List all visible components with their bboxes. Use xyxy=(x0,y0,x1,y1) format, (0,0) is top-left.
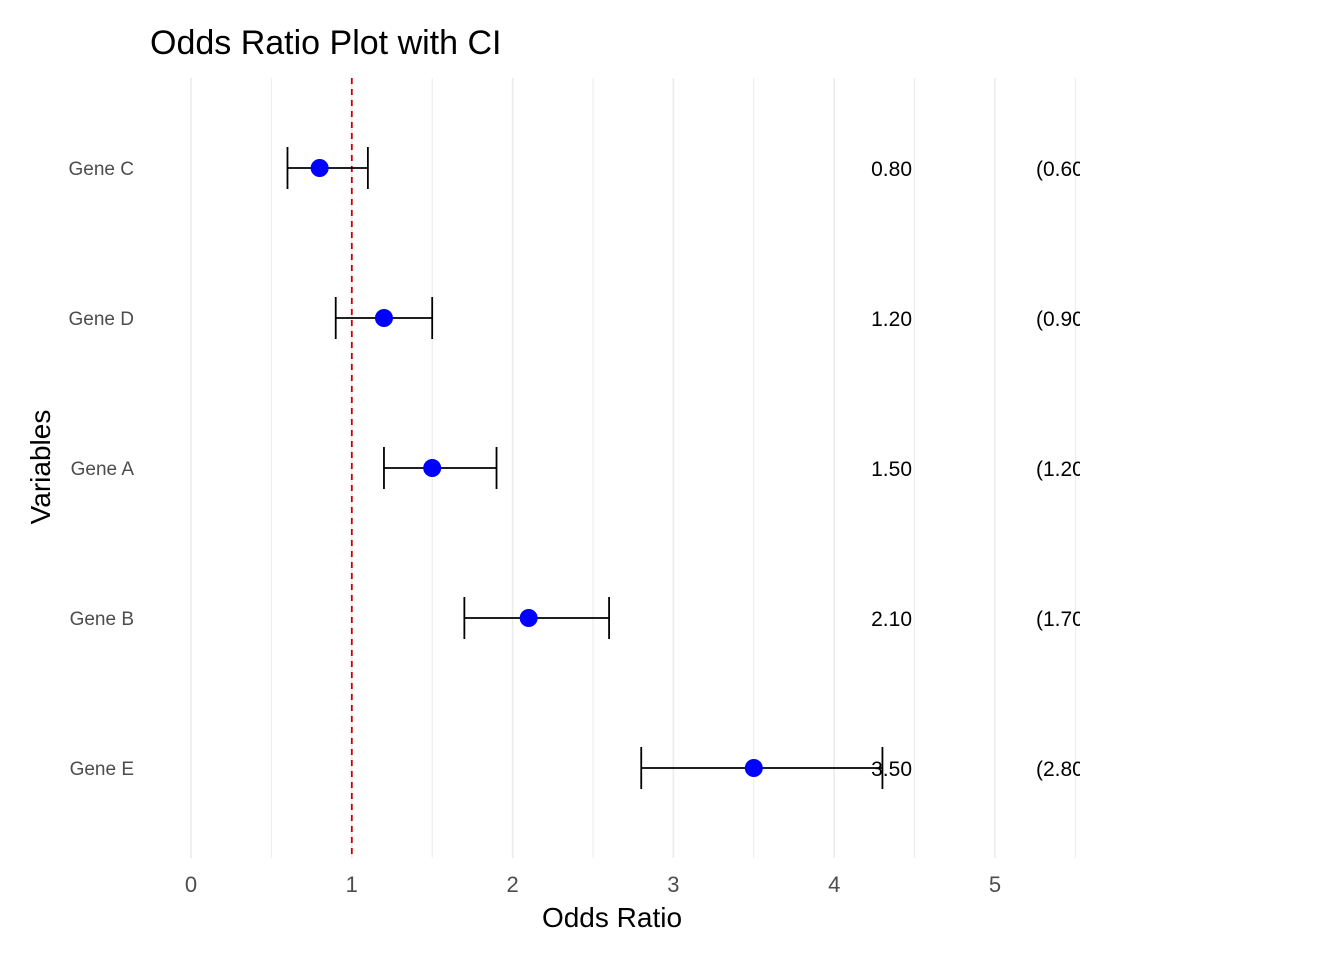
ci-value-label: (1.20 xyxy=(1036,458,1084,481)
or-value-label: 1.50 xyxy=(871,458,912,481)
x-axis-title: Odds Ratio xyxy=(542,902,682,933)
odds-ratio-point xyxy=(744,759,763,777)
or-value-label: 3.50 xyxy=(871,758,912,781)
x-tick-labels: 0 1 2 3 4 5 xyxy=(185,872,1001,897)
ci-value-label: (1.70 xyxy=(1036,608,1084,631)
x-tick-label: 3 xyxy=(667,872,679,897)
ci-value-label: (0.90 xyxy=(1036,308,1084,331)
y-tick-labels: Gene C Gene D Gene A Gene B Gene E xyxy=(69,159,135,780)
x-tick-label: 0 xyxy=(185,872,197,897)
x-tick-label: 5 xyxy=(989,872,1001,897)
chart-title: Odds Ratio Plot with CI xyxy=(150,24,501,62)
y-tick-label: Gene C xyxy=(69,159,134,180)
or-value-label: 0.80 xyxy=(871,158,912,181)
y-tick-label: Gene A xyxy=(71,459,135,480)
odds-ratio-point xyxy=(423,459,442,477)
ci-value-label: (0.60 xyxy=(1036,158,1084,181)
points-layer xyxy=(310,159,763,777)
odds-ratio-point xyxy=(310,159,329,177)
y-tick-label: Gene E xyxy=(70,759,134,780)
x-tick-label: 1 xyxy=(346,872,358,897)
y-tick-label: Gene B xyxy=(70,609,134,630)
x-tick-label: 2 xyxy=(506,872,518,897)
errorbars-layer xyxy=(286,147,884,789)
or-value-label: 2.10 xyxy=(871,608,912,631)
or-value-label: 1.20 xyxy=(871,308,912,331)
x-tick-label: 4 xyxy=(828,872,840,897)
odds-ratio-point xyxy=(519,609,538,627)
y-tick-label: Gene D xyxy=(69,309,134,330)
odds-ratio-point xyxy=(374,309,393,327)
ci-value-label: (2.80 xyxy=(1036,758,1084,781)
y-axis-title: Variables xyxy=(25,410,56,525)
gridlines xyxy=(190,78,1076,858)
value-labels-layer: 0.80 (0.60 1.20 (0.90 1.50 (1.20 2.10 (1.70 3.50… xyxy=(871,158,1084,781)
